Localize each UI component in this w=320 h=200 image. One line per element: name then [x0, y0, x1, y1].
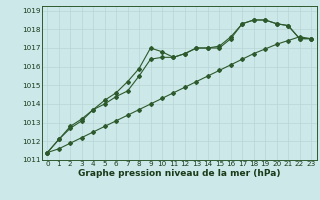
X-axis label: Graphe pression niveau de la mer (hPa): Graphe pression niveau de la mer (hPa)	[78, 169, 280, 178]
